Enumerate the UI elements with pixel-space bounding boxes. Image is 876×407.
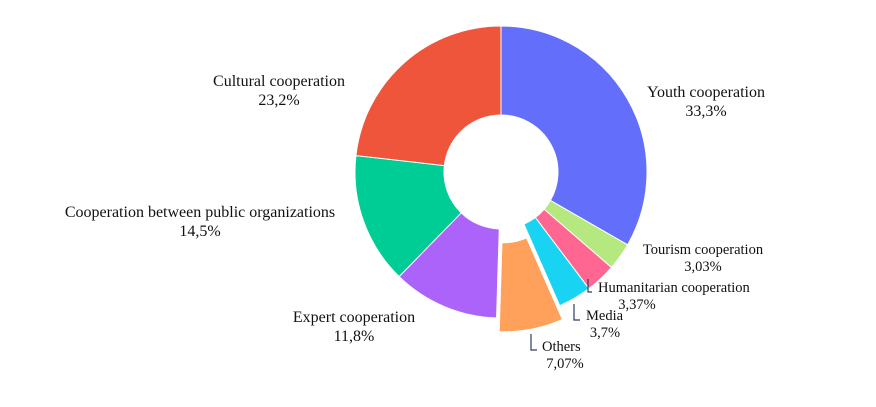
slice-value-humanitarian-cooperation: 3,37% <box>618 297 655 313</box>
slice-value-tourism-cooperation: 3,03% <box>684 259 721 275</box>
slice-youth-cooperation <box>500 25 648 246</box>
slice-label-cooperation-between-public-organizations: Cooperation between public organizations <box>65 204 335 221</box>
slice-value-media: 3,7% <box>590 325 620 341</box>
slice-value-cultural-cooperation: 23,2% <box>258 92 299 109</box>
leader-line-humanitarian-cooperation <box>587 279 592 293</box>
slice-label-youth-cooperation: Youth cooperation <box>647 84 765 101</box>
slice-media <box>523 216 590 307</box>
slice-label-tourism-cooperation: Tourism cooperation <box>643 242 764 258</box>
leader-lines-layer <box>530 279 592 351</box>
slice-label-media: Media <box>586 308 624 324</box>
slice-value-others: 7,07% <box>546 356 583 372</box>
slices-layer <box>354 25 648 333</box>
slice-cooperation-between-public-organizations <box>354 155 462 278</box>
slice-label-cultural-cooperation: Cultural cooperation <box>213 73 345 90</box>
leader-line-others <box>530 334 537 351</box>
labels-layer: Youth cooperation 33,3% Tourism cooperatio… <box>65 73 765 372</box>
slice-label-others: Others <box>542 339 581 355</box>
slice-others <box>498 237 564 333</box>
slice-value-youth-cooperation: 33,3% <box>685 103 726 120</box>
slice-value-expert-cooperation: 11,8% <box>334 328 375 345</box>
slice-label-humanitarian-cooperation: Humanitarian cooperation <box>598 280 751 296</box>
slice-cultural-cooperation <box>355 25 502 167</box>
slice-label-expert-cooperation: Expert cooperation <box>293 309 415 326</box>
leader-line-media <box>573 304 580 321</box>
slice-value-cooperation-between-public-organizations: 14,5% <box>179 223 220 240</box>
